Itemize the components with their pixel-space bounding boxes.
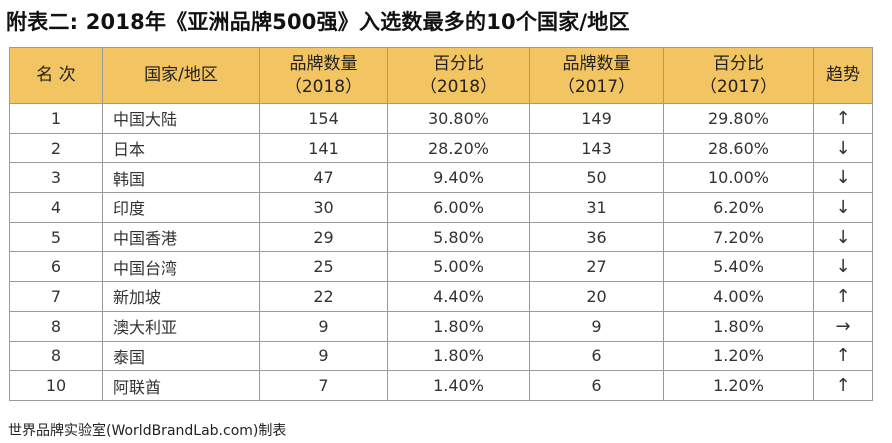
country-cell: 中国香港 [102, 221, 260, 253]
table-row: 5 中国香港 29 5.80% 36 7.20% ↓ [9, 221, 873, 253]
count-2018-cell: 25 [259, 251, 388, 283]
table-row: 1 中国大陆 154 30.80% 149 29.80% ↑ [9, 103, 873, 134]
table-row: 7 新加坡 22 4.40% 20 4.00% ↑ [9, 281, 873, 312]
country-cell: 日本 [102, 132, 260, 164]
count-2018-cell: 29 [259, 221, 388, 253]
country-cell: 阿联酋 [102, 370, 260, 401]
trend-arrow-icon: → [813, 310, 873, 342]
count-2018-cell: 9 [259, 310, 388, 342]
table-row: 2 日本 141 28.20% 143 28.60% ↓ [9, 132, 873, 164]
count-2017-cell: 6 [529, 340, 664, 372]
count-2017-cell: 9 [529, 310, 664, 342]
country-cell: 中国大陆 [102, 103, 260, 134]
rank-cell: 7 [9, 281, 103, 312]
percent-2018-cell: 4.40% [387, 281, 530, 312]
rank-cell: 10 [9, 370, 103, 401]
table-row: 3 韩国 47 9.40% 50 10.00% ↓ [9, 162, 873, 194]
rank-cell: 4 [9, 192, 103, 223]
trend-arrow-icon: ↓ [813, 192, 873, 223]
count-2017-cell: 6 [529, 370, 664, 401]
trend-arrow-icon: ↑ [813, 340, 873, 372]
percent-2018-cell: 1.40% [387, 370, 530, 401]
percent-2017-cell: 7.20% [663, 221, 814, 253]
count-2018-cell: 7 [259, 370, 388, 401]
header-count-2018: 品牌数量 （2018） [259, 47, 388, 104]
percent-2018-cell: 1.80% [387, 310, 530, 342]
table-row: 8 泰国 9 1.80% 6 1.20% ↑ [9, 340, 873, 372]
count-2017-cell: 50 [529, 162, 664, 194]
percent-2017-cell: 6.20% [663, 192, 814, 223]
trend-arrow-icon: ↓ [813, 251, 873, 283]
header-percent-2018: 百分比 （2018） [387, 47, 530, 104]
page-title: 附表二: 2018年《亚洲品牌500强》入选数最多的10个国家/地区 [6, 10, 630, 34]
trend-arrow-icon: ↓ [813, 132, 873, 164]
percent-2017-cell: 29.80% [663, 103, 814, 134]
count-2017-cell: 143 [529, 132, 664, 164]
country-cell: 澳大利亚 [102, 310, 260, 342]
percent-2018-cell: 9.40% [387, 162, 530, 194]
rank-cell: 8 [9, 340, 103, 372]
header-row: 名 次 国家/地区 品牌数量 （2018） 百分比 （2018） 品牌数量 （2017… [9, 47, 873, 104]
count-2018-cell: 30 [259, 192, 388, 223]
percent-2018-cell: 1.80% [387, 340, 530, 372]
ranking-table: 名 次 国家/地区 品牌数量 （2018） 百分比 （2018） 品牌数量 （2017… [9, 47, 873, 401]
count-2018-cell: 9 [259, 340, 388, 372]
percent-2018-cell: 28.20% [387, 132, 530, 164]
percent-2017-cell: 1.20% [663, 340, 814, 372]
percent-2018-cell: 5.00% [387, 251, 530, 283]
trend-arrow-icon: ↓ [813, 162, 873, 194]
rank-cell: 6 [9, 251, 103, 283]
percent-2017-cell: 1.20% [663, 370, 814, 401]
count-2018-cell: 47 [259, 162, 388, 194]
country-cell: 印度 [102, 192, 260, 223]
header-count-2017: 品牌数量 （2017） [529, 47, 664, 104]
percent-2018-cell: 6.00% [387, 192, 530, 223]
country-cell: 泰国 [102, 340, 260, 372]
count-2018-cell: 141 [259, 132, 388, 164]
table-row: 6 中国台湾 25 5.00% 27 5.40% ↓ [9, 251, 873, 283]
percent-2017-cell: 10.00% [663, 162, 814, 194]
rank-cell: 5 [9, 221, 103, 253]
count-2017-cell: 149 [529, 103, 664, 134]
percent-2017-cell: 1.80% [663, 310, 814, 342]
count-2018-cell: 22 [259, 281, 388, 312]
header-rank: 名 次 [9, 47, 103, 104]
count-2018-cell: 154 [259, 103, 388, 134]
country-cell: 中国台湾 [102, 251, 260, 283]
count-2017-cell: 27 [529, 251, 664, 283]
trend-arrow-icon: ↓ [813, 221, 873, 253]
rank-cell: 2 [9, 132, 103, 164]
source-note: 世界品牌实验室(WorldBrandLab.com)制表 [8, 423, 287, 439]
header-percent-2017: 百分比 （2017） [663, 47, 814, 104]
count-2017-cell: 31 [529, 192, 664, 223]
table-row: 8 澳大利亚 9 1.80% 9 1.80% → [9, 310, 873, 342]
count-2017-cell: 36 [529, 221, 664, 253]
header-country: 国家/地区 [102, 47, 260, 104]
count-2017-cell: 20 [529, 281, 664, 312]
percent-2017-cell: 28.60% [663, 132, 814, 164]
percent-2018-cell: 30.80% [387, 103, 530, 134]
trend-arrow-icon: ↑ [813, 103, 873, 134]
header-trend: 趋势 [813, 47, 873, 104]
rank-cell: 8 [9, 310, 103, 342]
rank-cell: 3 [9, 162, 103, 194]
country-cell: 新加坡 [102, 281, 260, 312]
table-row: 4 印度 30 6.00% 31 6.20% ↓ [9, 192, 873, 223]
country-cell: 韩国 [102, 162, 260, 194]
trend-arrow-icon: ↑ [813, 370, 873, 401]
table-row: 10 阿联酋 7 1.40% 6 1.20% ↑ [9, 370, 873, 401]
rank-cell: 1 [9, 103, 103, 134]
percent-2017-cell: 4.00% [663, 281, 814, 312]
percent-2017-cell: 5.40% [663, 251, 814, 283]
percent-2018-cell: 5.80% [387, 221, 530, 253]
trend-arrow-icon: ↑ [813, 281, 873, 312]
